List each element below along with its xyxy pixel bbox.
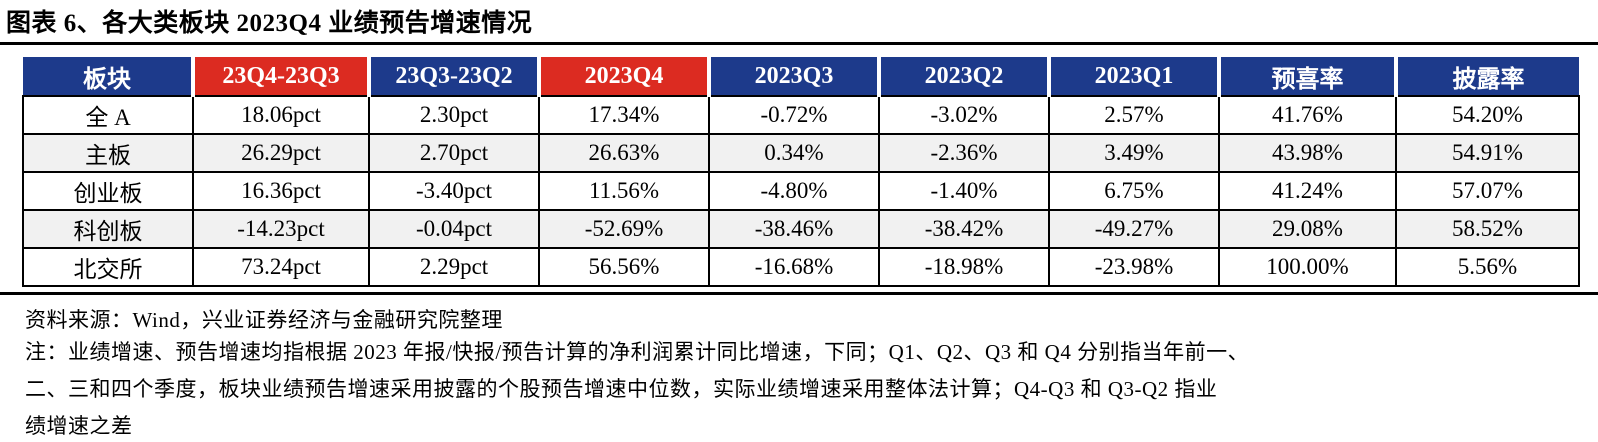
cell-value: 2.57%: [1048, 95, 1220, 135]
cell-value: 57.07%: [1395, 171, 1580, 211]
cell-value: -4.80%: [708, 171, 880, 211]
cell-value: -23.98%: [1048, 247, 1220, 287]
cell-value: 6.75%: [1048, 171, 1220, 211]
cell-value: 17.34%: [538, 95, 710, 135]
cell-value: -16.68%: [708, 247, 880, 287]
cell-value: 54.91%: [1395, 133, 1580, 173]
cell-value: 58.52%: [1395, 209, 1580, 249]
cell-value: 43.98%: [1218, 133, 1397, 173]
cell-sector: 北交所: [22, 247, 194, 287]
title-divider: [0, 42, 1598, 45]
cell-sector: 全 A: [22, 95, 194, 135]
cell-value: 3.49%: [1048, 133, 1220, 173]
cell-sector: 科创板: [22, 209, 194, 249]
table-row-chinext: 创业板 16.36pct -3.40pct 11.56% -4.80% -1.4…: [22, 171, 1580, 211]
cell-value: -2.36%: [878, 133, 1050, 173]
source-note: 资料来源：Wind，兴业证券经济与金融研究院整理: [25, 308, 503, 332]
cell-value: -3.40pct: [368, 171, 540, 211]
cell-value: 56.56%: [538, 247, 710, 287]
cell-value: 54.20%: [1395, 95, 1580, 135]
table-bottom-divider: [0, 292, 1598, 295]
cell-value: -49.27%: [1048, 209, 1220, 249]
cell-value: -38.46%: [708, 209, 880, 249]
table-header-row: 板块 23Q4-23Q3 23Q3-23Q2 2023Q4 2023Q3 202…: [23, 57, 1579, 96]
cell-value: 2.29pct: [368, 247, 540, 287]
column-header-23q3-23q2: 23Q3-23Q2: [367, 57, 539, 96]
cell-value: 2.70pct: [368, 133, 540, 173]
cell-value: -14.23pct: [192, 209, 370, 249]
cell-value: 41.76%: [1218, 95, 1397, 135]
cell-value: 73.24pct: [192, 247, 370, 287]
cell-value: -18.98%: [878, 247, 1050, 287]
cell-value: 2.30pct: [368, 95, 540, 135]
table-row-beijing-exchange: 北交所 73.24pct 2.29pct 56.56% -16.68% -18.…: [22, 247, 1580, 287]
footnote-line-1: 注：业绩增速、预告增速均指根据 2023 年报/快报/预告计算的净利润累计同比增…: [25, 340, 1250, 364]
footnote-line-3: 绩增速之差: [25, 414, 133, 438]
column-header-2023q2: 2023Q2: [877, 57, 1049, 96]
cell-value: 11.56%: [538, 171, 710, 211]
cell-value: 26.63%: [538, 133, 710, 173]
cell-value: 18.06pct: [192, 95, 370, 135]
cell-value: 29.08%: [1218, 209, 1397, 249]
cell-value: 16.36pct: [192, 171, 370, 211]
column-header-23q4-23q3: 23Q4-23Q3: [191, 57, 369, 96]
footnote-line-2: 二、三和四个季度，板块业绩预告增速采用披露的个股预告增速中位数，实际业绩增速采用…: [25, 377, 1218, 401]
cell-value: -0.04pct: [368, 209, 540, 249]
cell-value: 5.56%: [1395, 247, 1580, 287]
column-header-2023q3: 2023Q3: [707, 57, 879, 96]
table-row-star-market: 科创板 -14.23pct -0.04pct -52.69% -38.46% -…: [22, 209, 1580, 249]
cell-sector: 创业板: [22, 171, 194, 211]
table-row-main-board: 主板 26.29pct 2.70pct 26.63% 0.34% -2.36% …: [22, 133, 1580, 173]
figure-title: 图表 6、各大类板块 2023Q4 业绩预告增速情况: [6, 10, 533, 37]
cell-value: -0.72%: [708, 95, 880, 135]
cell-value: -38.42%: [878, 209, 1050, 249]
cell-value: -3.02%: [878, 95, 1050, 135]
column-header-disclosure-ratio: 披露率: [1394, 57, 1579, 96]
sector-forecast-table: 板块 23Q4-23Q3 23Q3-23Q2 2023Q4 2023Q3 202…: [22, 57, 1580, 287]
table-row-all-a: 全 A 18.06pct 2.30pct 17.34% -0.72% -3.02…: [22, 95, 1580, 135]
cell-value: -1.40%: [878, 171, 1050, 211]
column-header-sector: 板块: [23, 57, 193, 96]
cell-value: 41.24%: [1218, 171, 1397, 211]
column-header-2023q4: 2023Q4: [537, 57, 709, 96]
cell-value: -52.69%: [538, 209, 710, 249]
cell-value: 26.29pct: [192, 133, 370, 173]
cell-sector: 主板: [22, 133, 194, 173]
column-header-2023q1: 2023Q1: [1047, 57, 1219, 96]
cell-value: 0.34%: [708, 133, 880, 173]
column-header-positive-ratio: 预喜率: [1217, 57, 1396, 96]
cell-value: 100.00%: [1218, 247, 1397, 287]
